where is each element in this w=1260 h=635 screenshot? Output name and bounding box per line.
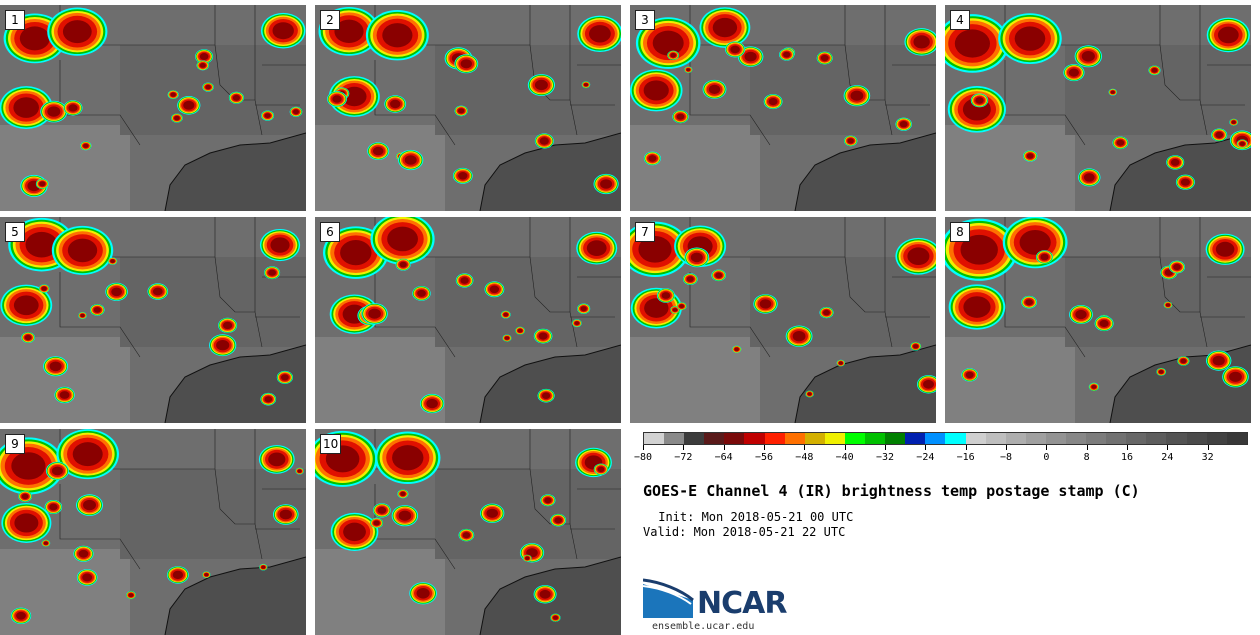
member-number-label: 4	[950, 10, 970, 30]
ir-map	[630, 5, 936, 211]
ir-map	[630, 217, 936, 423]
init-time: Init: Mon 2018-05-21 00 UTC	[651, 510, 854, 524]
member-number-label: 6	[320, 222, 340, 242]
colorbar-segment	[1206, 433, 1227, 444]
website-url: ensemble.ucar.edu	[652, 621, 755, 632]
colorbar-tick	[683, 445, 685, 450]
ir-map	[0, 217, 306, 423]
colorbar-tick	[1207, 445, 1209, 450]
colorbar-segment	[885, 433, 906, 444]
colorbar-segment	[644, 433, 665, 444]
colorbar-segment	[724, 433, 745, 444]
colorbar-tick	[885, 445, 886, 450]
colorbar-tick	[1006, 445, 1007, 450]
colorbar-tick	[1127, 445, 1128, 450]
colorbar-tick-label: −24	[916, 452, 935, 463]
colorbar-tick-label: −8	[999, 452, 1013, 463]
colorbar-tick-label: −40	[835, 452, 854, 463]
colorbar-segment	[664, 433, 685, 444]
member-number-label: 7	[635, 222, 655, 242]
ensemble-member-panel: 10	[315, 429, 621, 635]
colorbar-segment	[1166, 433, 1187, 444]
colorbar-tick	[1167, 445, 1169, 450]
ir-map	[315, 5, 621, 211]
colorbar-segment	[985, 433, 1006, 444]
colorbar-segment	[1226, 433, 1247, 444]
colorbar-tick	[925, 445, 927, 450]
colorbar-segment	[1186, 433, 1207, 444]
ensemble-member-panel: 9	[0, 429, 306, 635]
member-number-label: 5	[5, 222, 25, 242]
colorbar-tick-label: −80	[633, 452, 653, 463]
colorbar-segment	[704, 433, 725, 444]
member-number-label: 8	[950, 222, 970, 242]
colorbar-tick	[764, 445, 765, 450]
member-number-label: 1	[5, 10, 25, 30]
ensemble-member-panel: 6	[315, 217, 621, 423]
ncar-logo-icon	[643, 578, 694, 618]
ensemble-member-panel: 7	[630, 217, 936, 423]
ir-map	[945, 217, 1251, 423]
colorbar-segment	[1086, 433, 1107, 444]
member-number-label: 10	[320, 434, 342, 454]
member-number-label: 3	[635, 10, 655, 30]
valid-time: Valid: Mon 2018-05-21 22 UTC	[643, 525, 846, 539]
colorbar-tick-label: −48	[795, 452, 814, 463]
colorbar-segment	[744, 433, 765, 444]
colorbar-segment	[905, 433, 926, 444]
colorbar-tick-label: −16	[956, 452, 975, 463]
colorbar-segment	[784, 433, 805, 444]
colorbar-tick	[643, 445, 644, 450]
colorbar-segment	[1045, 433, 1066, 444]
colorbar-segment	[1065, 433, 1087, 444]
colorbar-tick-label: −32	[875, 452, 895, 463]
colorbar-segment	[1146, 433, 1167, 444]
ensemble-member-panel: 4	[945, 5, 1251, 211]
member-number-label: 9	[5, 434, 25, 454]
colorbar	[643, 432, 1248, 445]
ir-map	[315, 429, 621, 635]
ensemble-member-panel: 5	[0, 217, 306, 423]
colorbar-segment	[925, 433, 946, 444]
colorbar-segment	[684, 433, 705, 444]
colorbar-segment	[1005, 433, 1026, 444]
ir-map	[315, 217, 621, 423]
colorbar-tick	[1046, 445, 1048, 450]
colorbar-segment	[1025, 433, 1046, 444]
colorbar-tick	[804, 445, 806, 450]
colorbar-segment	[1106, 433, 1127, 444]
colorbar-tick-label: 16	[1120, 452, 1134, 463]
colorbar-tick	[1086, 445, 1088, 450]
colorbar-segment	[804, 433, 825, 444]
colorbar-tick-label: 8	[1083, 452, 1090, 463]
colorbar-ticks: −80 −72 −64 −56 −48 −40 −32 −24 −16 −8 0 8 16 24 32	[634, 445, 1248, 467]
colorbar-segment	[824, 433, 845, 444]
colorbar-segment	[1126, 433, 1147, 444]
ir-map	[0, 429, 306, 635]
member-number-label: 2	[320, 10, 340, 30]
ensemble-member-panel: 8	[945, 217, 1251, 423]
ensemble-member-panel: 1	[0, 5, 306, 211]
ir-map	[945, 5, 1251, 211]
colorbar-segment	[844, 433, 866, 444]
colorbar-tick-label: −72	[674, 452, 693, 463]
colorbar-segment	[965, 433, 986, 444]
colorbar-segment	[865, 433, 886, 444]
ncar-logo-text: NCAR	[697, 586, 787, 621]
colorbar-tick	[844, 445, 846, 450]
ensemble-member-panel: 3	[630, 5, 936, 211]
colorbar-tick-label: 0	[1043, 452, 1050, 463]
figure-title: GOES-E Channel 4 (IR) brightness temp po…	[643, 482, 1140, 500]
colorbar-segment	[945, 433, 966, 444]
colorbar-tick-label: 24	[1161, 452, 1174, 463]
colorbar-tick-label: −64	[714, 452, 733, 463]
colorbar-tick-label: −56	[754, 452, 774, 463]
ir-map	[0, 5, 306, 211]
colorbar-tick-label: 32	[1201, 452, 1214, 463]
ensemble-member-panel: 2	[315, 5, 621, 211]
colorbar-tick	[965, 445, 967, 450]
colorbar-tick	[723, 445, 725, 450]
colorbar-segment	[764, 433, 785, 444]
